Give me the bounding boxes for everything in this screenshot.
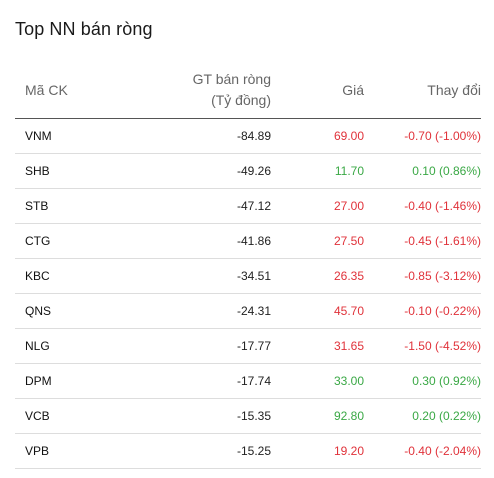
table-row[interactable]: DPM -17.74 33.00 0.30 (0.92%) <box>15 364 481 399</box>
net-sell-value: -17.74 <box>236 374 271 388</box>
page-title: Top NN bán ròng <box>15 19 153 39</box>
table-row[interactable]: KBC -34.51 26.35 -0.85 (-3.12%) <box>15 259 481 294</box>
price: 26.35 <box>333 269 364 283</box>
price-change: -0.70 (-1.00%) <box>404 129 481 143</box>
net-sell-value: -84.89 <box>236 129 271 143</box>
stock-code[interactable]: KBC <box>25 269 50 283</box>
price-change: -0.45 (-1.61%) <box>404 234 481 248</box>
table-header: Mã CK GT bán ròng (Tỷ đồng) Giá Thay đổi <box>15 62 481 119</box>
price: 33.00 <box>333 374 364 388</box>
stock-code[interactable]: VPB <box>25 444 50 458</box>
stock-code[interactable]: QNS <box>25 304 52 318</box>
stock-code[interactable]: VCB <box>25 409 50 423</box>
net-sell-value: -34.51 <box>236 269 271 283</box>
column-header-change: Thay đổi <box>427 81 481 98</box>
table-row[interactable]: QNS -24.31 45.70 -0.10 (-0.22%) <box>15 294 481 329</box>
price: 27.50 <box>333 234 364 248</box>
column-header-price: Giá <box>342 81 364 98</box>
price-change: -0.85 (-3.12%) <box>404 269 481 283</box>
net-selling-table: Mã CK GT bán ròng (Tỷ đồng) Giá Thay đổi… <box>15 62 481 469</box>
stock-code[interactable]: CTG <box>25 234 51 248</box>
price: 31.65 <box>333 339 364 353</box>
table-body: VNM -84.89 69.00 -0.70 (-1.00%) SHB -49.26 11.… <box>15 119 481 469</box>
column-header-value-line1: GT bán ròng <box>192 71 271 87</box>
column-header-code: Mã CK <box>25 81 68 98</box>
price-change: 0.30 (0.92%) <box>412 374 481 388</box>
price-change: -0.40 (-2.04%) <box>404 444 481 458</box>
stock-code[interactable]: VNM <box>25 129 52 143</box>
stock-code[interactable]: STB <box>25 199 49 213</box>
net-sell-value: -15.35 <box>236 409 271 423</box>
price: 69.00 <box>333 129 364 143</box>
net-sell-value: -47.12 <box>236 199 271 213</box>
net-sell-value: -49.26 <box>236 164 271 178</box>
table-row[interactable]: NLG -17.77 31.65 -1.50 (-4.52%) <box>15 329 481 364</box>
net-sell-value: -41.86 <box>236 234 271 248</box>
net-sell-value: -15.25 <box>236 444 271 458</box>
price: 45.70 <box>333 304 364 318</box>
price-change: -1.50 (-4.52%) <box>404 339 481 353</box>
table-row[interactable]: VCB -15.35 92.80 0.20 (0.22%) <box>15 399 481 434</box>
table-row[interactable]: VPB -15.25 19.20 -0.40 (-2.04%) <box>15 434 481 469</box>
price-change: -0.10 (-0.22%) <box>404 304 481 318</box>
price: 11.70 <box>334 164 364 178</box>
price-change: 0.10 (0.86%) <box>412 164 481 178</box>
table-row[interactable]: CTG -41.86 27.50 -0.45 (-1.61%) <box>15 224 481 259</box>
column-header-value: GT bán ròng (Tỷ đồng) <box>145 69 271 111</box>
net-sell-value: -17.77 <box>236 339 271 353</box>
net-sell-value: -24.31 <box>236 304 271 318</box>
price-change: 0.20 (0.22%) <box>412 409 481 423</box>
price: 19.20 <box>333 444 364 458</box>
table-row[interactable]: SHB -49.26 11.70 0.10 (0.86%) <box>15 154 481 189</box>
price: 92.80 <box>333 409 364 423</box>
table-row[interactable]: VNM -84.89 69.00 -0.70 (-1.00%) <box>15 119 481 154</box>
price-change: -0.40 (-1.46%) <box>404 199 481 213</box>
stock-code[interactable]: DPM <box>25 374 52 388</box>
price: 27.00 <box>333 199 364 213</box>
stock-code[interactable]: NLG <box>25 339 50 353</box>
column-header-value-line2: (Tỷ đồng) <box>211 92 271 108</box>
stock-code[interactable]: SHB <box>25 164 50 178</box>
table-row[interactable]: STB -47.12 27.00 -0.40 (-1.46%) <box>15 189 481 224</box>
